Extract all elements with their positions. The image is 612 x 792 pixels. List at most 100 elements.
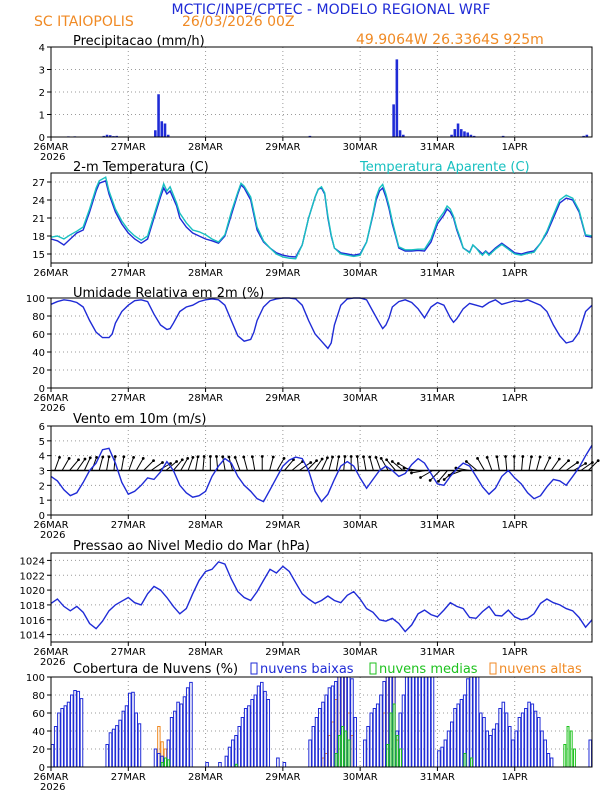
cloud-low-bar [308,739,312,768]
cloud-low-bar [540,730,544,768]
cloud-mid-bar [572,748,576,768]
wind-vector-head [250,455,254,459]
cloud-low-bar [491,728,496,768]
x-year-label: 2026 [40,782,65,792]
cloud-low-bar [424,676,428,768]
wind-vector-head [442,478,446,481]
cloud-low-bar [482,717,486,768]
cloud-low-bar [124,705,129,768]
wind-vector [135,458,144,471]
x-tick-label: 27MAR [111,772,146,783]
cloud-low-bar [76,690,81,768]
y-tick-label: 6 [39,422,45,433]
precip-bar [472,135,476,137]
cloud-legend-label: nuvens medias [379,662,478,677]
precip-bar [392,104,395,137]
cloud-mid-bar [334,753,338,768]
cloud-low-bar [131,691,135,768]
x-tick-label: 30MAR [343,393,378,404]
wind-vector-head [67,456,71,460]
x-tick-label: 27MAR [111,268,146,279]
y-tick-label: 3 [39,66,45,77]
cloud-legend-swatch [369,662,377,675]
cloud-low-bar [266,699,271,768]
cloud-low-bar [524,708,528,768]
x-tick-label: 26MAR [33,268,68,279]
wind-vector [587,460,599,471]
wind-vector-head [343,455,347,458]
cloud-low-bar [475,676,480,768]
cloud-low-bar [185,687,190,768]
cloud-low-bar [511,739,515,768]
cloud-low-bar [276,757,280,768]
y-tick-label: 1024 [20,556,45,567]
cloud-legend-swatch [250,662,258,675]
precip-bar [456,123,460,137]
wind-vector-head [385,458,389,462]
wind-vector-head [379,456,383,460]
x-tick-label: 1APR [502,520,528,531]
wind-vector-head [504,455,507,458]
wind-vector-head [315,459,318,463]
cloud-low-bar [234,735,238,768]
wind-vector [83,457,91,471]
wind-vector-head [95,455,98,459]
cloud-low-bar [498,708,502,768]
temperature-legend: Temperatura Aparente (C) [359,160,530,175]
wind-vector-head [538,455,542,459]
x-tick-label: 29MAR [265,268,300,279]
cloud-low-bar [536,717,541,768]
x-tick-label: 30MAR [343,520,378,531]
cloud-low-bar [543,739,547,768]
x-tick-label: 27MAR [111,142,146,153]
x-year-label: 2026 [40,530,65,541]
wind-vector [496,456,500,471]
y-tick-label: 0 [39,133,45,144]
cloud-mid-bar [386,744,390,768]
y-tick-label: 1014 [20,631,45,642]
cloud-low-bar [263,690,267,768]
x-tick-label: 26MAR [33,520,68,531]
cloud-low-bar [546,753,551,768]
cloud-low-bar [327,687,332,768]
cloud-low-bar [182,696,187,768]
precip-bar [166,134,170,137]
cloud-low-bar [507,726,512,768]
wind-vector [228,456,234,471]
x-tick-label: 29MAR [265,772,300,783]
wind-vector-head [355,455,359,458]
y-tick-label: 40 [32,727,45,738]
cloud-low-bar [250,699,254,768]
wind-vector-head [221,455,225,459]
cloud-low-bar [218,762,222,768]
x-tick-label: 28MAR [188,520,223,531]
cloud-low-bar [501,701,506,768]
cloud-low-bar [231,739,235,768]
wind-vector [150,462,163,471]
cloud-mid-bar [469,757,473,768]
wind-vector [486,457,493,471]
x-tick-label: 29MAR [265,142,300,153]
precip-bar [450,134,453,137]
precip-bar [163,123,167,137]
cloud-low-bar [134,712,139,768]
x-tick-label: 31MAR [420,142,455,153]
x-tick-label: 30MAR [343,772,378,783]
y-tick-label: 20 [32,745,45,756]
cloud-low-bar [73,690,77,768]
wind-vector-head [485,455,489,459]
cloud-low-bar [282,762,287,768]
wind-vector [298,462,312,471]
wind-vector [535,456,541,471]
wind-vector [477,458,485,471]
cloud-low-bar [372,708,377,768]
wind-vector [565,462,578,471]
wind-vector [391,461,404,471]
precip-panel: 26MAR 27MAR 28MAR 29MAR 30MAR 31MAR 1APR 2026 0 1… [33,34,593,163]
wind-vector-head [83,457,87,461]
plot-frame [50,297,593,389]
wind-vector-head [260,455,264,458]
wind-vector-head [208,455,212,458]
cloud-low-bar [379,694,383,768]
precip-bar [582,135,585,137]
